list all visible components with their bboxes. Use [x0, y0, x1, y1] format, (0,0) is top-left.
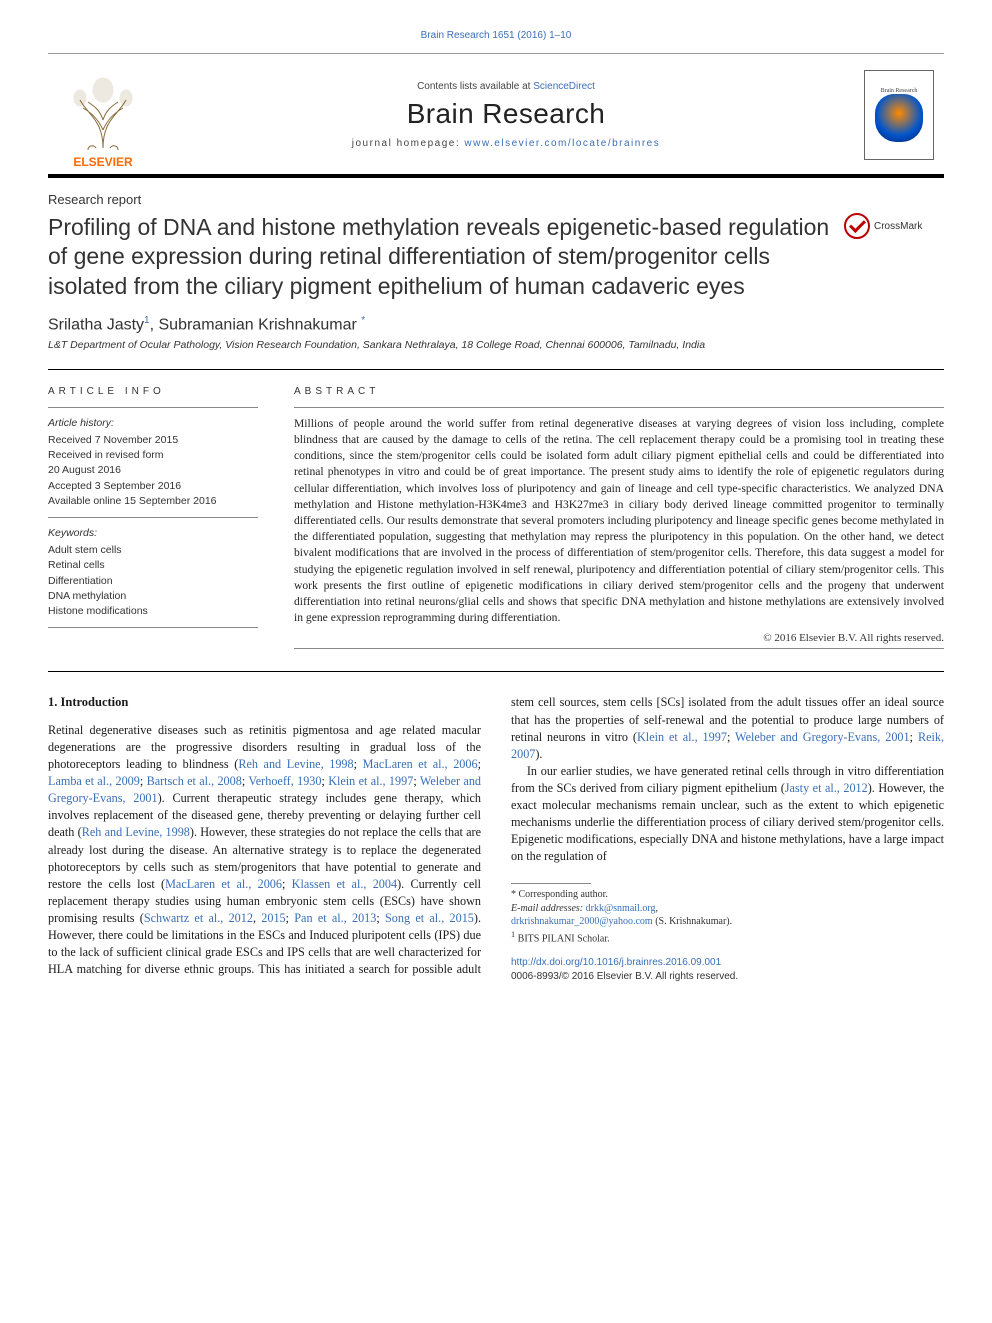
elsevier-tree-icon: ELSEVIER	[58, 60, 148, 170]
citation-link[interactable]: Klein et al., 1997	[637, 730, 727, 744]
running-head: Brain Research 1651 (2016) 1–10	[48, 30, 944, 41]
citation-link[interactable]: Jasty et al., 2012	[785, 781, 868, 795]
article-history-box: Article history: Received 7 November 201…	[48, 407, 258, 518]
journal-homepage-line: journal homepage: www.elsevier.com/locat…	[158, 138, 854, 149]
citation-link[interactable]: 2015	[261, 911, 285, 925]
article-info-column: ARTICLE INFO Article history: Received 7…	[48, 370, 258, 650]
text: ;	[478, 757, 481, 771]
history-revised-date: 20 August 2016	[48, 463, 258, 478]
footnote-text: BITS PILANI Scholar.	[515, 933, 609, 944]
article-title: Profiling of DNA and histone methylation…	[48, 213, 834, 301]
authors-line: Srilatha Jasty1, Subramanian Krishnakuma…	[48, 315, 944, 334]
footnotes: * Corresponding author. E-mail addresses…	[511, 888, 944, 945]
author-sep: ,	[150, 317, 159, 334]
brain-icon	[875, 94, 923, 142]
citation-link[interactable]: et al., 2006	[221, 877, 282, 891]
keywords-label: Keywords:	[48, 526, 258, 541]
body-columns: 1. Introduction Retinal degenerative dis…	[48, 694, 944, 983]
citation-link[interactable]: Reh and Levine, 1998	[238, 757, 353, 771]
keyword: Retinal cells	[48, 558, 258, 573]
crossmark-badge[interactable]: CrossMark	[844, 213, 944, 239]
elsevier-wordmark: ELSEVIER	[73, 155, 133, 169]
email-link-2[interactable]: drkrishnakumar_2000@yahoo.com	[511, 916, 653, 927]
citation-link[interactable]: Bartsch et al., 2008	[147, 774, 242, 788]
corresponding-author-note: * Corresponding author.	[511, 888, 944, 902]
keyword: Adult stem cells	[48, 543, 258, 558]
citation-link[interactable]: MacLaren et al., 2006	[363, 757, 478, 771]
history-accepted: Accepted 3 September 2016	[48, 479, 258, 494]
citation-link[interactable]: Reh and Levine, 1998	[82, 825, 190, 839]
text: (S. Krishnakumar).	[653, 916, 732, 927]
homepage-prefix: journal homepage:	[352, 138, 465, 149]
citation-link[interactable]: Schwartz et al., 2012	[144, 911, 253, 925]
publisher-logo: ELSEVIER	[48, 60, 158, 170]
text: ;	[140, 774, 147, 788]
abstract-text: Millions of people around the world suff…	[294, 416, 944, 627]
crossmark-label: CrossMark	[874, 221, 922, 232]
banner: ELSEVIER Contents lists available at Sci…	[48, 53, 944, 178]
citation-link[interactable]: Pan et al., 2013	[294, 911, 376, 925]
abstract-column: ABSTRACT Millions of people around the w…	[294, 370, 944, 650]
article-info-heading: ARTICLE INFO	[48, 386, 258, 397]
author-1: Srilatha Jasty	[48, 317, 144, 334]
corresponding-marker: *	[361, 315, 365, 326]
journal-homepage-link[interactable]: www.elsevier.com/locate/brainres	[464, 138, 660, 149]
email-label: E-mail addresses:	[511, 903, 586, 914]
text: ;	[286, 911, 295, 925]
doi-link[interactable]: http://dx.doi.org/10.1016/j.brainres.201…	[511, 956, 944, 970]
citation-link[interactable]: Lamba et al., 2009	[48, 774, 140, 788]
footnote-1: 1 BITS PILANI Scholar.	[511, 929, 944, 946]
affiliation: L&T Department of Ocular Pathology, Visi…	[48, 339, 944, 351]
text: ;	[910, 730, 918, 744]
text: ).	[535, 747, 542, 761]
body-rule	[48, 671, 944, 672]
contents-prefix: Contents lists available at	[417, 81, 533, 92]
citation-link[interactable]: MacLaren	[165, 877, 215, 891]
history-revised-prefix: Received in revised form	[48, 448, 258, 463]
citation-link[interactable]: Klein et al., 1997	[328, 774, 413, 788]
email-link-1[interactable]: drkk@snmail.org	[586, 903, 656, 914]
section-heading-intro: 1. Introduction	[48, 694, 481, 712]
footnote-separator	[511, 883, 591, 884]
page: Brain Research 1651 (2016) 1–10 ELSEVIER	[0, 0, 992, 1014]
author-2: Subramanian Krishnakumar	[159, 317, 357, 334]
meta-row: ARTICLE INFO Article history: Received 7…	[48, 369, 944, 650]
abstract-bottom-rule	[294, 648, 944, 649]
keyword: Histone modifications	[48, 604, 258, 619]
text: ,	[655, 903, 658, 914]
history-online: Available online 15 September 2016	[48, 494, 258, 509]
keyword: DNA methylation	[48, 589, 258, 604]
history-label: Article history:	[48, 416, 258, 431]
text: ;	[282, 877, 292, 891]
intro-paragraph-2: In our earlier studies, we have generate…	[511, 763, 944, 865]
sciencedirect-link[interactable]: ScienceDirect	[533, 81, 595, 92]
contents-available-line: Contents lists available at ScienceDirec…	[158, 81, 854, 92]
crossmark-check-icon	[844, 213, 870, 239]
text: ;	[727, 730, 735, 744]
text: ;	[376, 911, 385, 925]
issn-copyright: 0006-8993/© 2016 Elsevier B.V. All right…	[511, 970, 944, 984]
text: ;	[354, 757, 363, 771]
history-received: Received 7 November 2015	[48, 433, 258, 448]
journal-cover-thumb: Brain Research	[854, 60, 944, 170]
email-line: E-mail addresses: drkk@snmail.org,	[511, 902, 944, 916]
citation-link[interactable]: Weleber and Gregory-Evans, 2001	[735, 730, 910, 744]
citation-link[interactable]: Klassen et al., 2004	[292, 877, 397, 891]
citation-link[interactable]: Verhoeff, 1930	[248, 774, 321, 788]
document-type: Research report	[48, 192, 944, 207]
keyword: Differentiation	[48, 574, 258, 589]
abstract-heading: ABSTRACT	[294, 386, 944, 397]
email-line-2: drkrishnakumar_2000@yahoo.com (S. Krishn…	[511, 915, 944, 929]
abstract-copyright: © 2016 Elsevier B.V. All rights reserved…	[294, 632, 944, 644]
journal-name: Brain Research	[158, 98, 854, 130]
citation-link[interactable]: Song et al., 2015	[385, 911, 474, 925]
keywords-box: Keywords: Adult stem cells Retinal cells…	[48, 518, 258, 628]
